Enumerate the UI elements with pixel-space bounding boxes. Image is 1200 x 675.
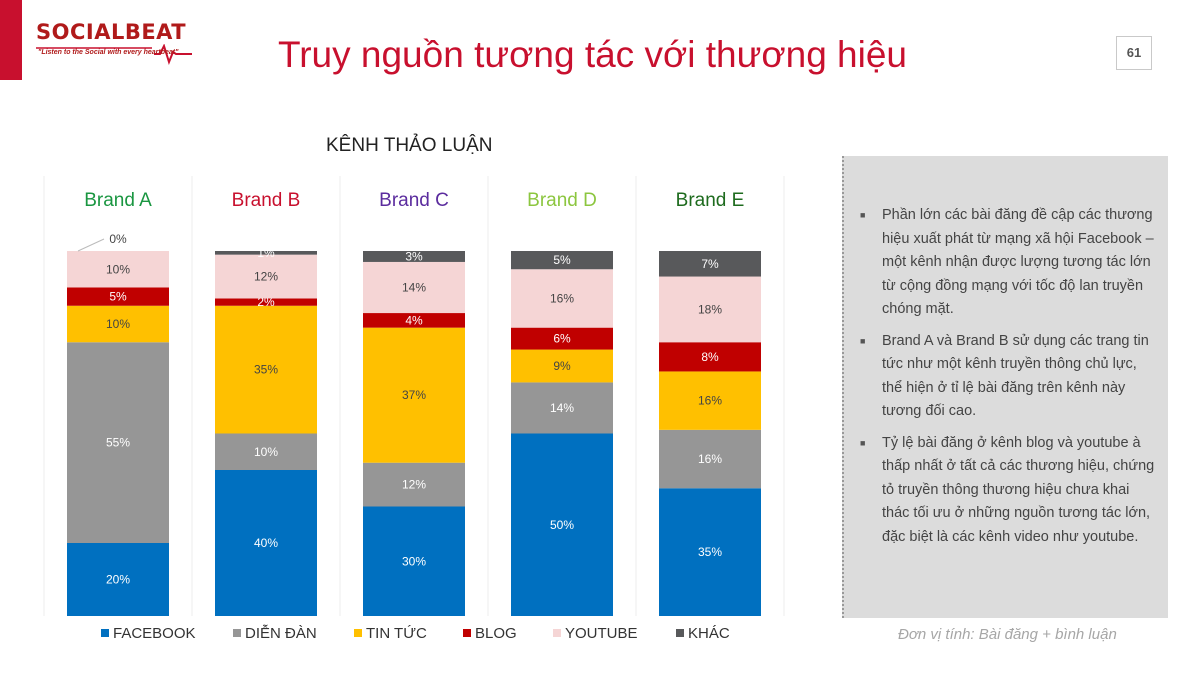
- legend-label: FACEBOOK: [113, 625, 196, 642]
- data-label: 5%: [553, 253, 571, 267]
- data-label: 9%: [553, 359, 571, 373]
- bar-segment: [363, 251, 465, 262]
- legend-swatch: [553, 629, 561, 637]
- data-label: 1%: [257, 246, 275, 260]
- bar-segment: [659, 488, 761, 616]
- insight-list: ■ Phần lớn các bài đăng đề cập các thương…: [858, 204, 1160, 557]
- legend-swatch: [676, 629, 684, 637]
- insight-text: Phần lớn các bài đăng đề cập các thương …: [882, 207, 1154, 317]
- data-label: 50%: [550, 518, 574, 532]
- bar-segment: [215, 433, 317, 470]
- brand-label: Brand B: [232, 190, 301, 211]
- data-label: 30%: [402, 554, 426, 568]
- leader-line: [77, 238, 105, 252]
- data-label: 4%: [405, 313, 423, 327]
- legend-swatch: [101, 629, 109, 637]
- data-label: 18%: [698, 302, 722, 316]
- data-label: 7%: [701, 257, 719, 271]
- brand-label: Brand D: [527, 190, 597, 211]
- data-label: 55%: [106, 436, 130, 450]
- insight-item: ■ Phần lớn các bài đăng đề cập các thương…: [858, 204, 1160, 322]
- brand-strip: [0, 0, 22, 80]
- data-label: 12%: [402, 478, 426, 492]
- brand-label: Brand C: [379, 190, 449, 211]
- bar-segment: [659, 276, 761, 343]
- data-label: 3%: [405, 249, 423, 263]
- logo-wordmark: SOCIALBEAT: [36, 20, 187, 44]
- bar-segment: [511, 269, 613, 328]
- data-label: 40%: [254, 536, 278, 550]
- data-label: 8%: [701, 350, 719, 364]
- bar-segment: [511, 433, 613, 616]
- legend-swatch: [233, 629, 241, 637]
- bar-segment: [363, 506, 465, 616]
- data-label: 6%: [553, 332, 571, 346]
- brand-label: Brand E: [676, 190, 745, 211]
- data-label: 0%: [109, 232, 127, 246]
- data-label: 20%: [106, 573, 130, 587]
- legend-label: DIỄN ĐÀN: [245, 625, 317, 642]
- logo-tagline: "Listen to the Social with every heartbe…: [38, 49, 179, 56]
- data-label: 2%: [257, 295, 275, 309]
- chart-title: KÊNH THẢO LUẬN: [326, 135, 493, 156]
- data-label: 10%: [254, 445, 278, 459]
- brand-label: Brand A: [84, 190, 152, 211]
- bar-segment: [511, 327, 613, 350]
- stacked-bar-chart: Brand A 20% 55% 10% 5% 10% 0% Brand B 40% 10% 35% 2…: [43, 176, 785, 642]
- page-number: 61: [1116, 36, 1152, 70]
- data-label: 10%: [106, 262, 130, 276]
- insight-text: Brand A và Brand B sử dụng các trang tin…: [882, 332, 1149, 420]
- bar-segment: [659, 429, 761, 489]
- bar-segment: [67, 305, 169, 343]
- bar-segment: [67, 251, 169, 288]
- data-label: 35%: [698, 545, 722, 559]
- bar-segment: [363, 261, 465, 314]
- bar-segment: [659, 342, 761, 372]
- data-label: 35%: [254, 363, 278, 377]
- data-label: 16%: [698, 452, 722, 466]
- legend-label: BLOG: [475, 625, 517, 642]
- legend-swatch: [354, 629, 362, 637]
- data-label: 14%: [402, 281, 426, 295]
- data-label: 14%: [550, 401, 574, 415]
- bar-segment: [363, 327, 465, 463]
- insight-panel: ■ Phần lớn các bài đăng đề cập các thương…: [842, 156, 1168, 618]
- bar-segment: [659, 371, 761, 430]
- legend-label: TIN TỨC: [366, 625, 427, 642]
- data-label: 10%: [106, 317, 130, 331]
- data-label: 16%: [698, 394, 722, 408]
- bar-segment: [215, 305, 317, 434]
- legend-label: YOUTUBE: [565, 625, 638, 642]
- bar-segment: [659, 251, 761, 277]
- bar-segment: [363, 313, 465, 328]
- socialbeat-logo: SOCIALBEAT "Listen to the Social with ev…: [36, 20, 196, 70]
- bullet-icon: ■: [860, 210, 866, 220]
- data-label: 37%: [402, 388, 426, 402]
- bullet-icon: ■: [860, 335, 866, 346]
- insight-item: ■ Brand A và Brand B sử dụng các trang ti…: [858, 330, 1160, 424]
- bar-segment: [67, 543, 169, 616]
- bar-segment: [511, 382, 613, 434]
- legend-label: KHÁC: [688, 625, 730, 642]
- bar-segment: [215, 251, 317, 255]
- data-label: 12%: [254, 270, 278, 284]
- bar-segment: [67, 342, 169, 543]
- bar-segment: [511, 349, 613, 383]
- insight-item: ■ Tỷ lệ bài đăng ở kênh blog và youtube à…: [858, 432, 1160, 550]
- heartbeat-icon: [36, 44, 192, 65]
- bar-segment: [363, 462, 465, 507]
- unit-note: Đơn vị tính: Bài đăng + bình luận: [898, 626, 1117, 643]
- bar-segment: [215, 470, 317, 616]
- data-label: 16%: [550, 291, 574, 305]
- bar-segment: [215, 298, 317, 306]
- bar-segment: [67, 287, 169, 306]
- page-title: Truy nguồn tương tác với thương hiệu: [278, 34, 907, 75]
- insight-text: Tỷ lệ bài đăng ở kênh blog và youtube à …: [882, 434, 1155, 545]
- legend-swatch: [463, 629, 471, 637]
- bar-segment: [215, 254, 317, 299]
- data-label: 5%: [109, 290, 127, 304]
- bullet-icon: ■: [860, 437, 866, 448]
- bar-segment: [511, 251, 613, 270]
